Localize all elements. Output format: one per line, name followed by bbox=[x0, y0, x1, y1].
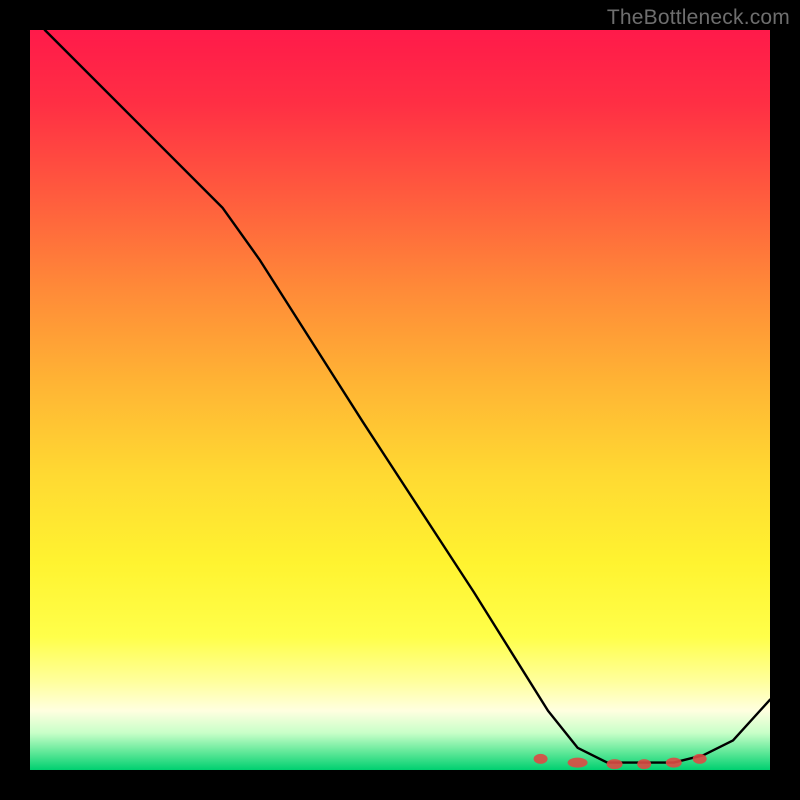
curve-marker bbox=[568, 758, 588, 768]
plot-background bbox=[30, 30, 770, 770]
curve-marker bbox=[637, 759, 651, 769]
curve-marker bbox=[534, 754, 548, 764]
curve-marker bbox=[693, 754, 707, 764]
curve-marker bbox=[666, 758, 682, 768]
curve-marker bbox=[607, 759, 623, 769]
chart-canvas bbox=[0, 0, 800, 800]
